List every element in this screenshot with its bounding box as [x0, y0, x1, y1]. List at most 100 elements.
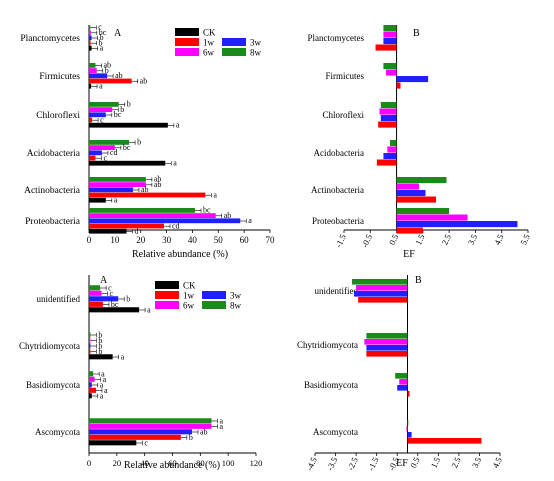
- bar-8w: [89, 418, 212, 424]
- bar-1w: [396, 227, 423, 234]
- bar-6w: [89, 68, 97, 73]
- category-label: Actinobacteria: [24, 186, 81, 196]
- bar-8w: [89, 140, 130, 145]
- x-tick-label: 0.5: [408, 456, 422, 470]
- significance-letter: ab: [154, 180, 162, 189]
- significance-letter: b: [105, 66, 109, 75]
- bar-6w: [89, 376, 95, 382]
- bar-1w: [396, 82, 401, 89]
- bar-6w: [89, 145, 115, 150]
- x-tick-label: -2.5: [345, 456, 360, 472]
- bar-3w: [354, 291, 408, 297]
- legend-label: 6w: [183, 301, 195, 311]
- bar-CK: [89, 354, 113, 360]
- significance-letter: b: [189, 433, 193, 442]
- bar-CK: [89, 228, 127, 234]
- significance-letter: b: [120, 105, 124, 114]
- x-tick-label: 60: [168, 458, 177, 468]
- bar-6w: [399, 379, 408, 385]
- bar-8w: [366, 333, 408, 339]
- x-tick-label: -1.5: [333, 233, 348, 249]
- bar-1w: [89, 78, 132, 84]
- significance-letter: a: [176, 121, 180, 130]
- legend-swatch-8w: [222, 48, 246, 56]
- bar-8w: [383, 63, 397, 70]
- bar-3w: [383, 38, 397, 45]
- legend-swatch-3w: [202, 291, 226, 299]
- legend-swatch-CK: [155, 281, 179, 289]
- category-label: Chytridiomycota: [297, 340, 358, 350]
- legend-label: 3w: [230, 291, 242, 301]
- bar-1w: [89, 348, 91, 354]
- significance-letter: c: [144, 438, 148, 447]
- category-label: Proteobacteria: [312, 216, 364, 226]
- category-label: unidentified: [315, 286, 359, 296]
- category-label: Ascomycota: [35, 427, 80, 437]
- bar-8w: [396, 208, 450, 215]
- bar-1w: [89, 223, 164, 229]
- category-label: Basidiomycota: [304, 380, 358, 390]
- bar-1w: [89, 434, 181, 440]
- x-tick-label: 30: [162, 235, 172, 245]
- x-tick-label: 20: [113, 458, 122, 468]
- bar-1w: [89, 301, 103, 307]
- significance-letter: a: [100, 380, 104, 389]
- bar-3w: [396, 190, 426, 197]
- panel-letter: B: [413, 28, 420, 39]
- bar-1w: [89, 192, 206, 198]
- x-tick-label: 0: [87, 458, 91, 468]
- bar-1w: [407, 438, 482, 444]
- category-label: Acidobacteria: [314, 148, 364, 158]
- bar-6w: [387, 146, 397, 153]
- x-tick-label: 40: [188, 235, 198, 245]
- legend-label: 8w: [250, 48, 262, 58]
- x-axis-label: Relative abundance (%): [124, 460, 220, 471]
- bar-6w: [386, 69, 397, 76]
- significance-letter: c: [103, 153, 107, 162]
- bar-6w: [379, 108, 397, 115]
- bar-3w: [383, 153, 397, 160]
- significance-letter: a: [100, 391, 104, 400]
- significance-letter: ab: [224, 211, 232, 220]
- legend-swatch-1w: [155, 291, 179, 299]
- category-label: Planctomycetes: [308, 33, 365, 43]
- significance-letter: c: [100, 115, 104, 124]
- significance-letter: a: [101, 369, 105, 378]
- legend-swatch-1w: [175, 38, 199, 46]
- bar-8w: [383, 25, 397, 32]
- bar-CK: [89, 83, 92, 89]
- chart-panel-4: B-4.5 -3.5 -2.5 -1.5 -0.5 0.5 1.5 2.5 3.5 4.5EFun…: [297, 275, 504, 472]
- bar-8w: [396, 177, 447, 184]
- bar-CK: [89, 307, 140, 313]
- significance-letter: b: [126, 294, 130, 303]
- bar-8w: [89, 177, 146, 182]
- legend-label: 1w: [203, 38, 215, 48]
- x-tick-label: 1.5: [429, 456, 443, 470]
- legend-label: 1w: [183, 291, 195, 301]
- significance-letter: cd: [172, 221, 180, 230]
- significance-letter: a: [147, 305, 151, 314]
- significance-letter: b: [98, 336, 102, 345]
- significance-letter: a: [248, 216, 252, 225]
- significance-letter: b: [137, 138, 141, 147]
- bar-CK: [89, 393, 92, 399]
- x-tick-label: 5.5: [518, 233, 532, 247]
- bar-8w: [89, 208, 196, 213]
- bar-1w: [375, 44, 397, 51]
- significance-letter: c: [110, 289, 114, 298]
- legend-swatch-6w: [175, 48, 199, 56]
- bar-1w: [89, 40, 91, 46]
- significance-letter: ab: [115, 71, 123, 80]
- x-tick-label: 1.5: [413, 233, 427, 247]
- significance-letter: ab: [140, 76, 148, 85]
- significance-letter: ab: [141, 185, 149, 194]
- significance-letter: a: [213, 190, 217, 199]
- significance-letter: a: [173, 159, 177, 168]
- legend-swatch-6w: [155, 301, 179, 309]
- x-tick-label: 80: [196, 458, 205, 468]
- bar-1w: [89, 117, 93, 123]
- legend-swatch-3w: [222, 38, 246, 46]
- bar-3w: [366, 345, 408, 351]
